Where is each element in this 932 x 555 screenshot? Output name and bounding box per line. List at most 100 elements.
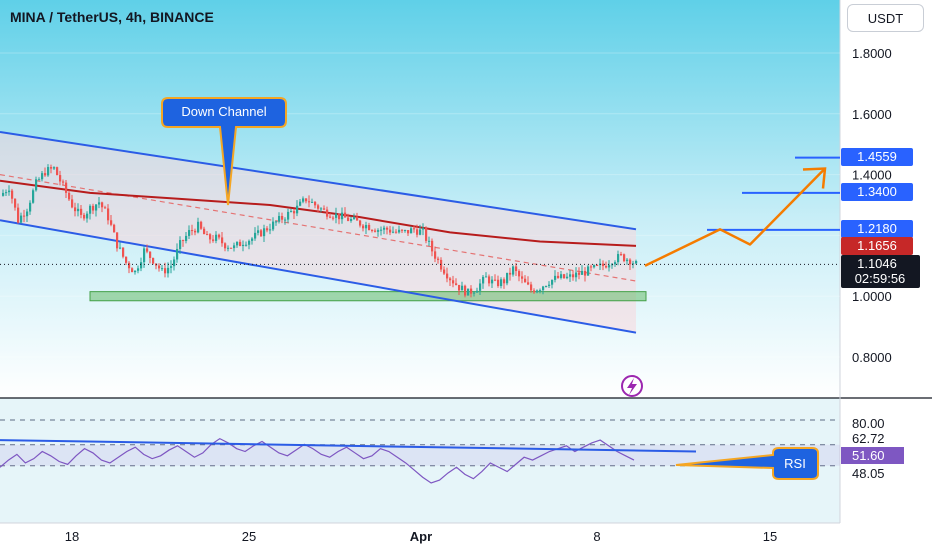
- candle-body: [533, 290, 536, 293]
- candle-body: [578, 272, 581, 275]
- candle-body: [56, 167, 59, 176]
- last-price-tag: [841, 255, 920, 288]
- candle-body: [608, 265, 611, 268]
- candle-body: [584, 271, 587, 276]
- candle-body: [464, 285, 467, 296]
- chart-layers: [0, 52, 840, 484]
- candle-body: [230, 247, 233, 249]
- down-channel-callout[interactable]: Down Channel: [161, 97, 287, 206]
- candle-body: [623, 254, 626, 262]
- candle-body: [101, 202, 104, 208]
- candle-body: [272, 221, 275, 230]
- candle-body: [362, 225, 365, 229]
- candle-body: [23, 215, 26, 217]
- rsi-line: [0, 437, 635, 484]
- rsi-tag-2: 62.72: [852, 431, 885, 446]
- candle-body: [281, 215, 284, 220]
- candle-body: [410, 228, 413, 234]
- candle-body: [224, 243, 227, 249]
- candle-body: [626, 259, 629, 262]
- candle-body: [575, 272, 578, 278]
- candle-body: [2, 192, 5, 196]
- candle-body: [527, 282, 530, 285]
- candle-body: [212, 239, 215, 241]
- candle-body: [77, 208, 80, 212]
- target-1-tag: [841, 148, 913, 166]
- candle-body: [446, 273, 449, 279]
- candle-body: [617, 254, 620, 263]
- candle-body: [305, 198, 308, 202]
- candle-body: [380, 229, 383, 231]
- candle-body: [539, 290, 542, 292]
- candle-body: [242, 244, 245, 247]
- candle-body: [419, 229, 422, 235]
- candle-body: [14, 198, 17, 208]
- target-1-value: 1.4559: [857, 149, 897, 164]
- candle-body: [194, 230, 197, 233]
- candle-body: [593, 265, 596, 268]
- candle-body: [350, 219, 353, 221]
- candle-body: [332, 217, 335, 219]
- candle-body: [476, 290, 479, 293]
- candle-body: [320, 208, 323, 210]
- candle-body: [269, 229, 272, 231]
- ma-value-tag: [841, 237, 913, 255]
- candle-body: [80, 208, 83, 215]
- candle-body: [536, 290, 539, 293]
- candle-body: [386, 227, 389, 230]
- candle-body: [359, 220, 362, 226]
- candle-body: [140, 262, 143, 269]
- countdown-value: 02:59:56: [855, 271, 906, 286]
- support-zone: [89, 291, 647, 302]
- candle-body: [581, 271, 584, 275]
- candle-body: [629, 259, 632, 265]
- candle-body: [38, 179, 41, 181]
- rsi-label: RSI: [784, 456, 806, 471]
- candle-body: [365, 224, 368, 229]
- candle-body: [554, 275, 557, 280]
- candle-body: [200, 221, 203, 229]
- down-channel-label: Down Channel: [181, 104, 266, 119]
- candle-body: [71, 199, 74, 208]
- candle-body: [455, 283, 458, 285]
- candle-body: [125, 256, 128, 263]
- candle-body: [218, 234, 221, 238]
- candle-body: [44, 173, 47, 176]
- candle-body: [74, 207, 77, 212]
- candle-body: [65, 182, 68, 193]
- moving-average-line: [0, 179, 637, 247]
- candle-body: [542, 286, 545, 291]
- lightning-icon[interactable]: [621, 375, 643, 397]
- candle-body: [614, 262, 617, 265]
- currency-button[interactable]: USDT: [847, 4, 924, 32]
- candle-body: [500, 279, 503, 286]
- candle-body: [434, 251, 437, 259]
- candle-body: [47, 167, 50, 176]
- candle-body: [29, 202, 32, 212]
- candle-body: [239, 241, 242, 247]
- candle-body: [329, 216, 332, 218]
- rsi-tag-4: 48.05: [852, 466, 885, 481]
- candle-body: [275, 221, 278, 223]
- rsi-current-tag: [841, 447, 904, 464]
- candle-body: [89, 205, 92, 214]
- candle-body: [422, 228, 425, 230]
- candle-body: [569, 274, 572, 277]
- candle-body: [341, 212, 344, 220]
- candle-body: [590, 266, 593, 268]
- candle-body: [587, 266, 590, 276]
- candle-body: [338, 213, 341, 220]
- candle-body: [302, 198, 305, 202]
- candle-body: [440, 259, 443, 270]
- candle-body: [530, 284, 533, 291]
- candle-body: [374, 230, 377, 232]
- candle-body: [284, 219, 287, 221]
- candle-body: [35, 179, 38, 191]
- candle-body: [572, 274, 575, 278]
- rsi-tag-2-bg: [841, 430, 904, 447]
- rsi-callout[interactable]: RSI: [675, 447, 819, 480]
- candle-body: [116, 232, 119, 249]
- candle-body: [182, 240, 185, 242]
- candle-body: [233, 245, 236, 249]
